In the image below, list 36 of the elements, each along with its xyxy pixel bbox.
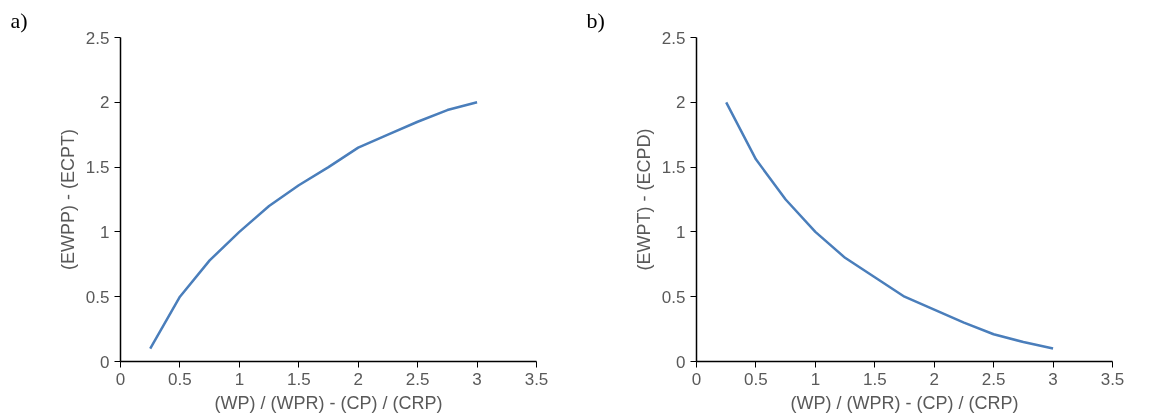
line-series [148, 101, 479, 350]
y-tick-label: 2.5 [85, 28, 110, 48]
x-tick-label: 3 [1048, 369, 1058, 389]
x-tick-label: 3.5 [524, 369, 549, 389]
text: a) [10, 7, 28, 33]
x-axis-title: (WP) / (WPR) - (CP) / (CRP) [790, 392, 1019, 413]
y-tick-label: 1.5 [85, 158, 110, 178]
y-tick-label: 1.5 [661, 158, 686, 178]
x-tick-label: 0.5 [744, 369, 768, 389]
x-tick-label: 1 [810, 369, 821, 389]
y-tick-label: 0 [100, 352, 110, 372]
x-tick-label: 2 [353, 369, 363, 389]
x-tick-label: 1.5 [286, 369, 311, 389]
x-axis-title: (WP) / (WPR) - (CP) / (CRP) [214, 392, 443, 413]
x-tick-label: 0 [115, 369, 126, 389]
y-tick-label: 0.5 [85, 287, 110, 307]
line-series [724, 101, 1055, 350]
x-tick-label: 2.5 [981, 369, 1006, 389]
x-tick-label: 0.5 [168, 369, 192, 389]
y-tick-label: 2 [676, 93, 686, 113]
x-tick-label: 3 [472, 369, 482, 389]
x-tick-label: 0 [691, 369, 702, 389]
y-tick-label: 1 [100, 222, 110, 242]
y-tick-label: 0 [676, 352, 686, 372]
x-tick-label: 1.5 [862, 369, 887, 389]
y-axis-title: (EWPT) - (ECPD) [633, 128, 654, 271]
y-tick-label: 2.5 [661, 28, 686, 48]
x-tick-label: 2.5 [405, 369, 430, 389]
y-tick-label: 2 [100, 93, 110, 113]
text: b) [586, 7, 605, 33]
x-tick-label: 1 [234, 369, 245, 389]
x-tick-label: 2 [929, 369, 939, 389]
y-tick-label: 0.5 [661, 287, 686, 307]
x-tick-label: 3.5 [1100, 369, 1125, 389]
y-axis-title: (EWPP) - (ECPT) [57, 128, 78, 270]
y-tick-label: 1 [676, 222, 686, 242]
